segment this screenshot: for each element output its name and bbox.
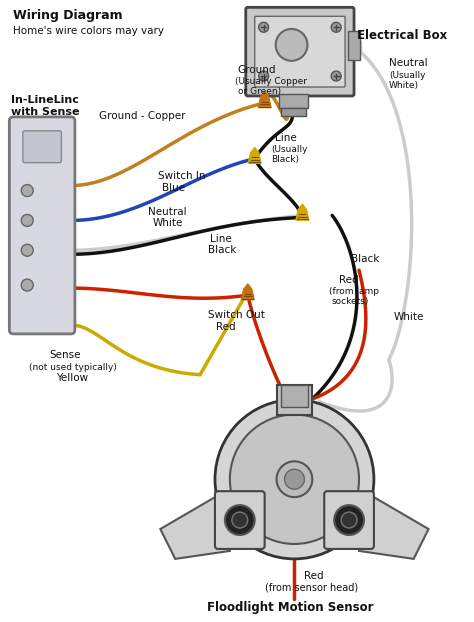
Polygon shape [160, 484, 230, 559]
Text: In-LineLinc: In-LineLinc [11, 95, 79, 105]
FancyBboxPatch shape [246, 7, 354, 96]
Text: Electrical Box: Electrical Box [357, 29, 447, 42]
Text: sockets): sockets) [331, 297, 369, 306]
Text: Red: Red [339, 275, 359, 285]
Text: Neutral: Neutral [389, 58, 428, 68]
Circle shape [276, 462, 312, 497]
Circle shape [215, 399, 374, 559]
Text: Neutral: Neutral [148, 207, 187, 218]
Text: Wiring Diagram: Wiring Diagram [13, 9, 123, 22]
Text: Blue: Blue [162, 182, 185, 193]
Bar [276, 384, 312, 414]
Text: Line: Line [210, 234, 232, 244]
Text: Line: Line [274, 132, 296, 143]
Text: Black): Black) [272, 155, 300, 164]
Circle shape [225, 505, 255, 535]
FancyBboxPatch shape [215, 491, 264, 549]
Text: (from lamp: (from lamp [329, 287, 379, 296]
Circle shape [284, 469, 304, 489]
Bar [281, 108, 306, 116]
Circle shape [21, 215, 33, 226]
Circle shape [334, 505, 364, 535]
Text: Floodlight Motion Sensor: Floodlight Motion Sensor [208, 601, 374, 614]
Text: Switch Out: Switch Out [208, 310, 265, 320]
Circle shape [341, 512, 357, 528]
Text: (not used typically): (not used typically) [29, 363, 117, 372]
Polygon shape [296, 204, 309, 220]
Text: White): White) [389, 81, 419, 90]
Text: Switch In: Switch In [158, 170, 206, 180]
Polygon shape [359, 484, 428, 559]
Text: (from sensor head): (from sensor head) [264, 583, 358, 593]
Circle shape [232, 512, 248, 528]
Text: Home's wire colors may vary: Home's wire colors may vary [13, 26, 164, 36]
Text: or Green): or Green) [238, 87, 281, 96]
FancyBboxPatch shape [324, 491, 374, 549]
Bar [348, 30, 360, 60]
FancyBboxPatch shape [23, 131, 62, 163]
Text: Ground - Copper: Ground - Copper [99, 111, 185, 121]
Text: Ground: Ground [238, 65, 276, 75]
Circle shape [21, 244, 33, 256]
Text: (Usually: (Usually [389, 71, 425, 80]
Bar [279, 94, 308, 108]
FancyBboxPatch shape [255, 16, 345, 87]
Text: (Usually: (Usually [272, 145, 308, 154]
Circle shape [259, 71, 269, 81]
Circle shape [230, 414, 359, 544]
Text: (Usually Copper: (Usually Copper [235, 77, 307, 86]
Bar [281, 384, 309, 407]
Text: White: White [394, 312, 424, 322]
Polygon shape [258, 91, 271, 108]
Text: Sense: Sense [49, 350, 81, 360]
Circle shape [331, 22, 341, 32]
FancyBboxPatch shape [9, 117, 75, 334]
Circle shape [21, 185, 33, 197]
Text: White: White [152, 218, 183, 228]
Text: Black: Black [351, 254, 380, 264]
Text: Red: Red [304, 571, 324, 581]
Circle shape [331, 71, 341, 81]
Text: Black: Black [208, 245, 237, 255]
Circle shape [21, 279, 33, 291]
Text: with Sense: with Sense [11, 107, 80, 117]
Circle shape [276, 29, 308, 61]
Text: Red: Red [216, 322, 236, 332]
Polygon shape [241, 284, 255, 300]
Text: Yellow: Yellow [56, 373, 88, 383]
Polygon shape [248, 147, 261, 164]
Circle shape [259, 22, 269, 32]
